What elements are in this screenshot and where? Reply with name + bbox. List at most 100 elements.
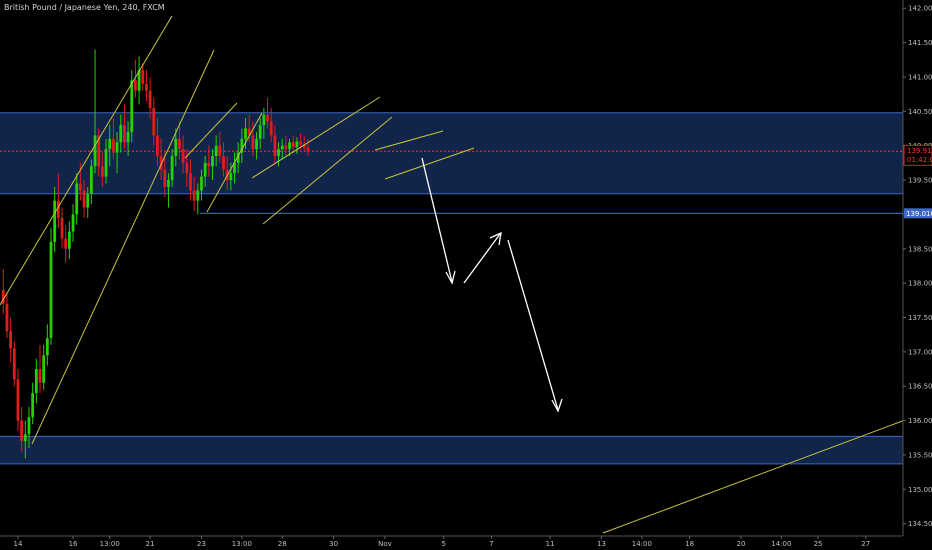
candle[interactable]: [280, 145, 284, 150]
candle[interactable]: [16, 379, 20, 421]
candle[interactable]: [229, 173, 233, 181]
candle[interactable]: [258, 125, 262, 139]
x-tick-label: 5: [441, 540, 445, 548]
candle[interactable]: [236, 152, 240, 163]
candle[interactable]: [266, 114, 269, 122]
candle[interactable]: [163, 169, 167, 187]
candles-layer[interactable]: [1, 49, 310, 459]
candle[interactable]: [134, 80, 137, 91]
candle[interactable]: [45, 338, 49, 356]
candle[interactable]: [75, 183, 79, 215]
candle[interactable]: [203, 162, 207, 177]
candle[interactable]: [123, 125, 126, 143]
candle[interactable]: [82, 190, 86, 208]
candle[interactable]: [251, 135, 255, 150]
candle[interactable]: [211, 155, 214, 167]
candle[interactable]: [104, 149, 108, 177]
candle[interactable]: [130, 80, 134, 132]
x-tick-label: 25: [814, 540, 823, 548]
candle[interactable]: [222, 155, 225, 170]
candle[interactable]: [119, 125, 123, 143]
candle[interactable]: [288, 142, 291, 150]
candle[interactable]: [38, 369, 42, 383]
candle[interactable]: [89, 166, 93, 194]
y-tick-label: 138.00: [908, 280, 932, 288]
candle[interactable]: [86, 193, 90, 208]
candle[interactable]: [23, 434, 27, 442]
candle[interactable]: [269, 121, 273, 136]
candle[interactable]: [27, 417, 31, 435]
candle[interactable]: [214, 145, 218, 156]
candle[interactable]: [97, 135, 101, 167]
candle[interactable]: [5, 303, 9, 332]
candle[interactable]: [49, 241, 53, 339]
candle[interactable]: [291, 142, 295, 148]
candle[interactable]: [159, 155, 163, 170]
candle[interactable]: [156, 135, 159, 156]
y-tick-label: 134.500: [908, 520, 932, 528]
candle[interactable]: [126, 131, 130, 143]
candle[interactable]: [273, 135, 277, 156]
candle[interactable]: [284, 145, 288, 150]
candle[interactable]: [1, 289, 5, 304]
candle[interactable]: [9, 331, 13, 349]
candle[interactable]: [20, 420, 24, 442]
candle[interactable]: [115, 142, 119, 153]
candle[interactable]: [255, 138, 258, 150]
candle[interactable]: [112, 138, 115, 153]
y-tick-label: 135.00: [908, 486, 932, 494]
x-tick-label: Nov: [378, 540, 392, 548]
candle[interactable]: [218, 145, 222, 156]
candle[interactable]: [100, 166, 104, 177]
candle[interactable]: [262, 114, 266, 126]
candle[interactable]: [137, 70, 141, 91]
candle[interactable]: [108, 138, 112, 150]
drawings-layer: [0, 15, 906, 534]
x-tick-label: 27: [861, 540, 870, 548]
candle[interactable]: [295, 141, 299, 148]
candle[interactable]: [174, 138, 178, 156]
candle[interactable]: [152, 107, 156, 136]
candle[interactable]: [141, 70, 145, 84]
candle[interactable]: [170, 155, 174, 181]
candle[interactable]: [244, 128, 247, 139]
candle[interactable]: [67, 231, 71, 249]
x-tick-label: 21: [146, 540, 155, 548]
candle[interactable]: [34, 369, 38, 394]
candle[interactable]: [53, 200, 57, 242]
candle[interactable]: [178, 138, 181, 150]
candle[interactable]: [233, 162, 236, 174]
candle[interactable]: [64, 238, 68, 249]
candle[interactable]: [145, 83, 148, 91]
candle[interactable]: [207, 162, 211, 167]
candle[interactable]: [42, 355, 46, 383]
candle[interactable]: [302, 144, 306, 148]
candle[interactable]: [12, 348, 16, 380]
x-tick-label: 14: [14, 540, 23, 548]
channel-line: [31, 49, 215, 445]
candle[interactable]: [192, 190, 196, 201]
candle[interactable]: [93, 135, 97, 167]
candle[interactable]: [196, 190, 200, 201]
candle[interactable]: [200, 176, 203, 191]
candle[interactable]: [189, 173, 192, 191]
candle[interactable]: [306, 147, 310, 152]
candle[interactable]: [60, 217, 64, 239]
support-price-badge: [904, 208, 932, 219]
candle[interactable]: [78, 183, 82, 191]
candle[interactable]: [181, 149, 185, 163]
candle[interactable]: [299, 141, 302, 145]
arrow-head: [445, 270, 456, 285]
channel-line: [206, 112, 263, 213]
candle[interactable]: [247, 128, 251, 136]
candle[interactable]: [31, 393, 35, 418]
candle[interactable]: [240, 138, 244, 153]
candle[interactable]: [148, 90, 152, 108]
x-tick-label: 11: [546, 540, 555, 548]
candle[interactable]: [71, 214, 75, 232]
candle[interactable]: [167, 180, 170, 187]
candle[interactable]: [185, 162, 189, 174]
candle[interactable]: [56, 200, 60, 218]
candle[interactable]: [277, 149, 280, 156]
